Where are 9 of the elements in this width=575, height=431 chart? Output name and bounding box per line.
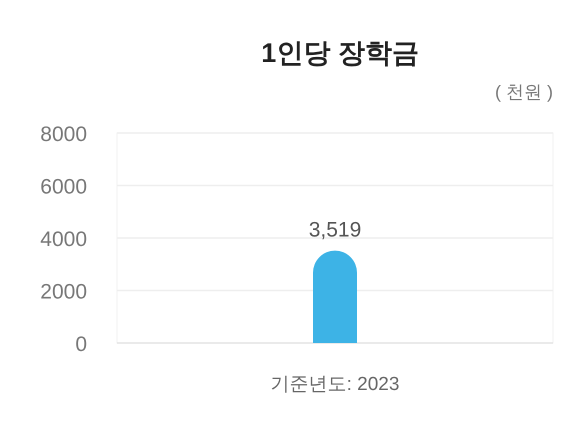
- text: ( 천원 ): [495, 82, 553, 102]
- y-tick-label: 2000: [40, 280, 87, 304]
- y-tick-label: 4000: [40, 228, 87, 251]
- y-tick-label: 8000: [40, 123, 87, 146]
- x-tick-label: 기준년도: 2023: [270, 374, 400, 395]
- chart-title: 1인당 장학금: [261, 38, 419, 68]
- y-tick-label: 6000: [40, 176, 87, 198]
- y-tick-label: 0: [75, 333, 87, 356]
- data-label: 3,519: [308, 218, 362, 242]
